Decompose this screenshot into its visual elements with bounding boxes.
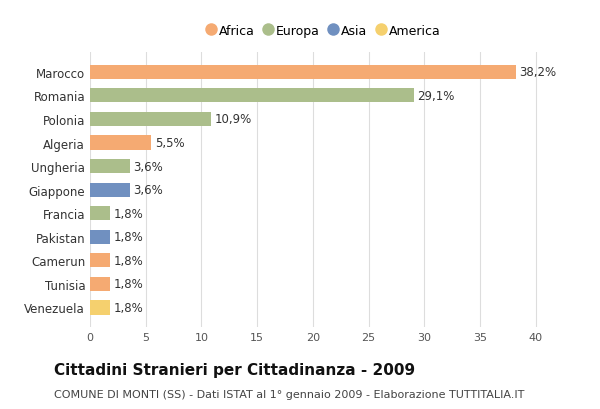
Text: 1,8%: 1,8% (113, 207, 143, 220)
Text: 3,6%: 3,6% (133, 184, 163, 197)
Text: 10,9%: 10,9% (215, 113, 252, 126)
Bar (90, 89, 414, 103)
Text: COMUNE DI MONTI (SS) - Dati ISTAT al 1° gennaio 2009 - Elaborazione TUTTITALIA.I: COMUNE DI MONTI (SS) - Dati ISTAT al 1° … (54, 389, 524, 399)
Bar (90, 301, 110, 315)
Text: 38,2%: 38,2% (519, 66, 556, 79)
Text: Cittadini Stranieri per Cittadinanza - 2009: Cittadini Stranieri per Cittadinanza - 2… (54, 362, 415, 377)
Text: 3,6%: 3,6% (133, 160, 163, 173)
Bar (90, 65, 515, 80)
Bar (90, 136, 151, 150)
Text: 1,8%: 1,8% (113, 278, 143, 291)
Text: 1,8%: 1,8% (113, 301, 143, 314)
Text: 1,8%: 1,8% (113, 231, 143, 244)
Text: 29,1%: 29,1% (418, 90, 455, 103)
Bar (90, 183, 130, 197)
Bar (90, 254, 110, 268)
Text: 5,5%: 5,5% (155, 137, 184, 150)
Bar (90, 112, 211, 127)
Legend: Africa, Europa, Asia, America: Africa, Europa, Asia, America (204, 21, 444, 41)
Bar (90, 277, 110, 291)
Bar (90, 160, 130, 174)
Bar (90, 230, 110, 244)
Bar (90, 207, 110, 221)
Text: 1,8%: 1,8% (113, 254, 143, 267)
